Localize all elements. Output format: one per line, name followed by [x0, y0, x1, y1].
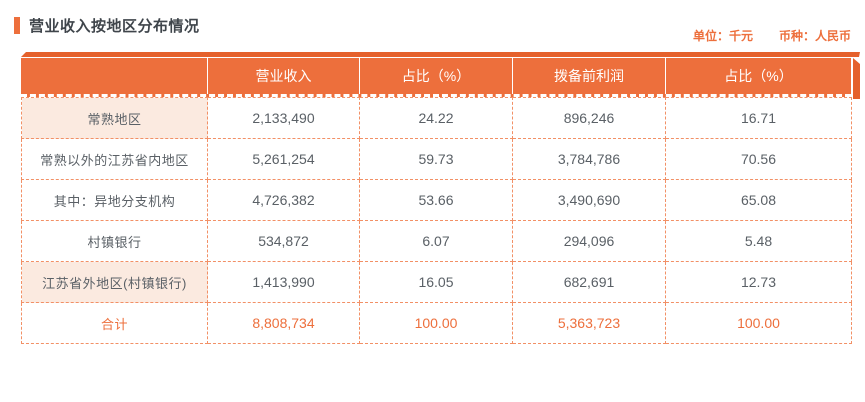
value-cell: 534,872 [207, 220, 360, 262]
region-cell: 其中：异地分支机构 [21, 179, 208, 221]
value-cell: 53.66 [359, 179, 513, 221]
unit-currency-note: 单位：千元 币种：人民币 [21, 27, 851, 44]
value-cell: 2,133,490 [207, 97, 360, 139]
column-header-3: 拨备前利润 [512, 58, 665, 94]
column-header-0 [21, 58, 207, 94]
currency-label: 币种：人民币 [778, 29, 851, 43]
value-cell: 100.00 [665, 302, 852, 344]
section-title-row: 营业收入按地区分布情况 [14, 15, 200, 36]
column-header-4: 占比（%） [665, 58, 851, 94]
region-cell: 常熟地区 [21, 97, 208, 139]
table-row: 其中：异地分支机构 4,726,382 53.66 3,490,690 65.08 [21, 179, 852, 221]
column-header-1: 营业收入 [207, 58, 359, 94]
table-body: 常熟地区 2,133,490 24.22 896,246 16.71 常熟以外的江苏省内地… [21, 97, 852, 344]
value-cell: 5,363,723 [512, 302, 666, 344]
region-cell: 村镇银行 [21, 220, 208, 262]
value-cell: 1,413,990 [207, 261, 360, 303]
value-cell: 4,726,382 [207, 179, 360, 221]
value-cell: 3,490,690 [512, 179, 666, 221]
table-row: 村镇银行 534,872 6.07 294,096 5.48 [21, 220, 852, 262]
value-cell: 70.56 [665, 138, 852, 180]
value-cell: 682,691 [512, 261, 666, 303]
value-cell: 294,096 [512, 220, 666, 262]
value-cell: 3,784,786 [512, 138, 666, 180]
table-header-3d-top [21, 52, 860, 57]
unit-label: 单位：千元 [692, 29, 753, 43]
table-row: 合计 8,808,734 100.00 5,363,723 100.00 [21, 302, 852, 344]
region-cell: 江苏省外地区(村镇银行) [21, 261, 208, 303]
value-cell: 65.08 [665, 179, 852, 221]
value-cell: 59.73 [359, 138, 513, 180]
value-cell: 100.00 [359, 302, 513, 344]
column-header-2: 占比（%） [359, 58, 512, 94]
table-header-row: 营业收入 占比（%） 拨备前利润 占比（%） [21, 58, 860, 99]
table-row: 江苏省外地区(村镇银行) 1,413,990 16.05 682,691 12.73 [21, 261, 852, 303]
revenue-by-region-table: 营业收入 占比（%） 拨备前利润 占比（%） 常熟地区 2,133,490 24.22 89… [21, 52, 860, 344]
table-row: 常熟地区 2,133,490 24.22 896,246 16.71 [21, 97, 852, 139]
value-cell: 5,261,254 [207, 138, 360, 180]
value-cell: 896,246 [512, 97, 666, 139]
table-row: 常熟以外的江苏省内地区 5,261,254 59.73 3,784,786 70.56 [21, 138, 852, 180]
value-cell: 6.07 [359, 220, 513, 262]
title-marker-bar [14, 17, 20, 34]
value-cell: 24.22 [359, 97, 513, 139]
value-cell: 16.71 [665, 97, 852, 139]
value-cell: 5.48 [665, 220, 852, 262]
value-cell: 8,808,734 [207, 302, 360, 344]
region-cell: 合计 [21, 302, 208, 344]
value-cell: 16.05 [359, 261, 513, 303]
table-header-3d-side [853, 58, 860, 99]
value-cell: 12.73 [665, 261, 852, 303]
page-title: 营业收入按地区分布情况 [29, 18, 200, 35]
region-cell: 常熟以外的江苏省内地区 [21, 138, 208, 180]
